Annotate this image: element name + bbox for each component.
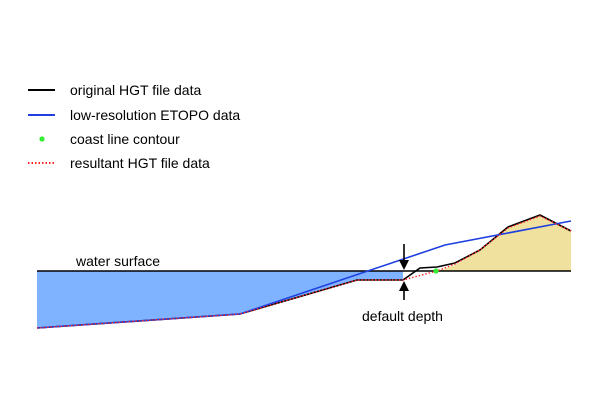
legend-label-etopo: low-resolution ETOPO data [70,107,240,123]
water-surface-label: water surface [75,253,160,269]
legend-item-resultant: resultant HGT file data [28,155,210,171]
etopo-line [36,220,572,329]
legend-item-original: original HGT file data [28,82,201,98]
coast-line-point [433,268,439,274]
legend-label-original: original HGT file data [70,82,201,98]
arrow-up-icon [399,281,409,300]
resultant-hgt-line [36,215,572,329]
water-body [37,271,403,328]
legend: original HGT file data low-resolution ET… [28,82,240,171]
original-hgt-line [36,214,572,329]
land-body [437,216,571,271]
default-depth-marker [399,244,409,300]
legend-label-coast: coast line contour [70,131,180,147]
default-depth-label: default depth [362,308,443,324]
legend-item-etopo: low-resolution ETOPO data [28,107,240,123]
legend-item-coast: coast line contour [39,131,180,147]
legend-label-resultant: resultant HGT file data [70,155,210,171]
legend-swatch-coast-dot [39,136,45,142]
arrow-down-icon [399,244,409,270]
